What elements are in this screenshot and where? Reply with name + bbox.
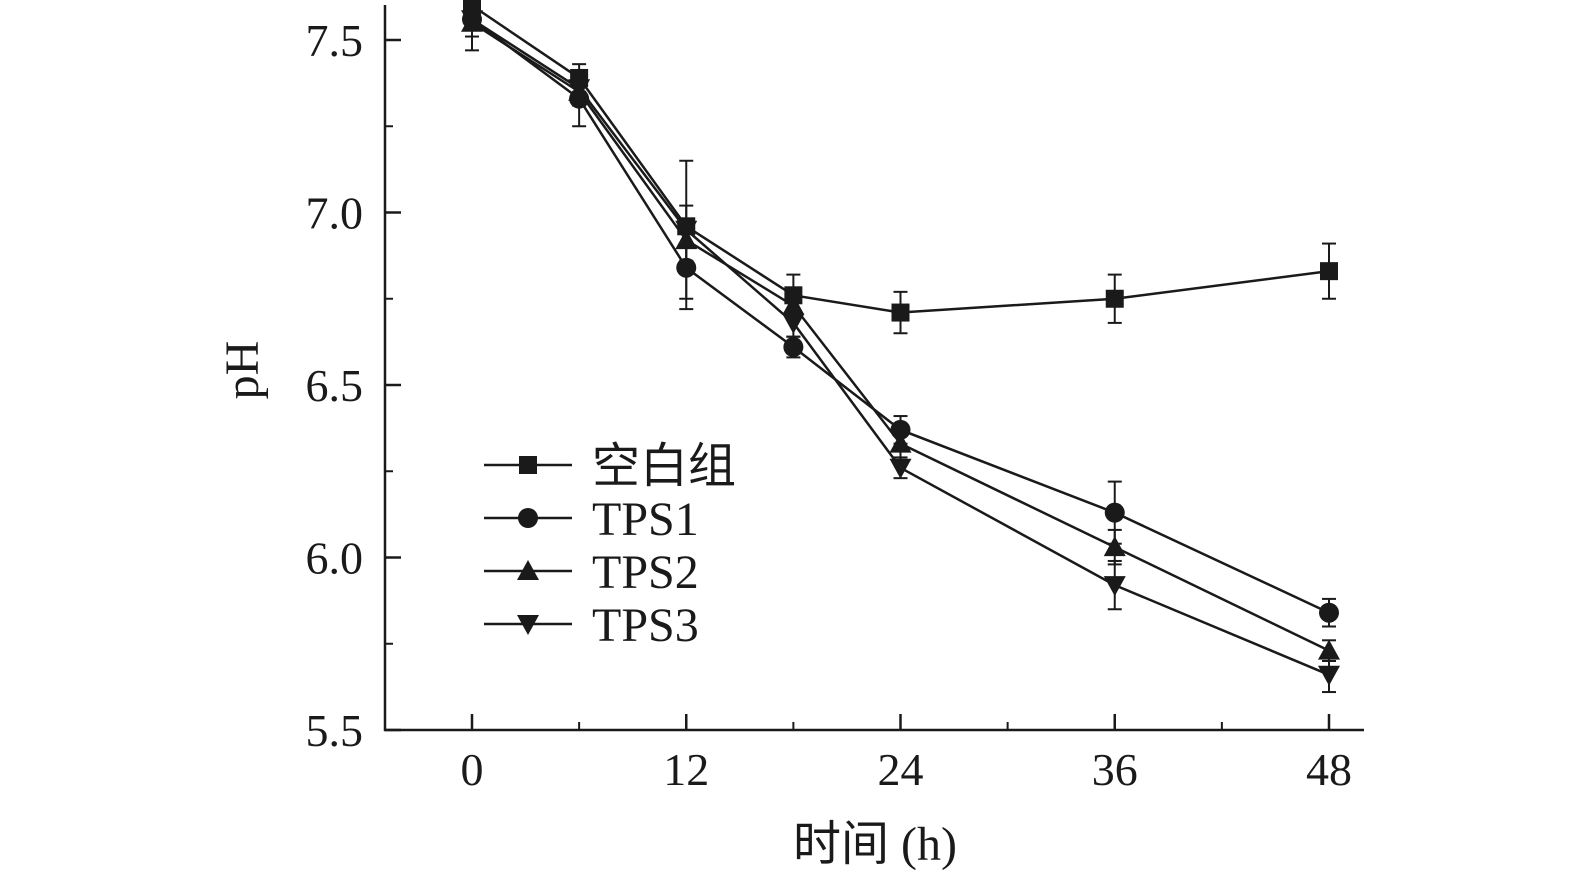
x-tick-label: 0 [461, 744, 484, 795]
data-point [1318, 665, 1340, 686]
y-axis-title: pH [216, 341, 269, 400]
x-axis-title: 时间 (h) [793, 818, 957, 871]
y-tick-label: 7.0 [306, 188, 364, 239]
data-point [783, 337, 804, 358]
x-tick-label: 36 [1092, 744, 1138, 795]
legend-label: TPS1 [592, 493, 699, 546]
legend-item: TPS1 [484, 493, 699, 546]
y-tick-label: 5.5 [306, 705, 364, 756]
data-point [889, 458, 912, 479]
legend-item: 空白组 [484, 440, 736, 493]
y-tick-label: 6.0 [306, 533, 364, 584]
data-point [1103, 576, 1126, 597]
legend-item: TPS3 [484, 599, 699, 652]
y-tick-label: 6.5 [306, 360, 364, 411]
data-point [1319, 602, 1339, 623]
legend-label: TPS2 [592, 546, 699, 599]
legend-label: TPS3 [592, 599, 699, 652]
series-空白组 [463, 0, 1338, 335]
ticks [385, 38, 1331, 732]
legend-label: 空白组 [592, 440, 736, 493]
y-tick-label: 7.5 [306, 15, 364, 66]
series-TPS3 [461, 7, 1340, 694]
data-point [1105, 289, 1124, 308]
data-point [568, 79, 591, 100]
data-point [675, 220, 698, 241]
legend-marker [518, 508, 538, 528]
legend-item: TPS2 [484, 546, 699, 599]
data-point [1103, 536, 1126, 557]
data-point [891, 303, 910, 322]
x-tick-label: 24 [878, 744, 924, 795]
legend-marker [517, 560, 539, 580]
data-point [1320, 262, 1338, 281]
tick-labels: 0 12 24 36 48 5.5 6.0 6.5 7.0 7.5 [306, 15, 1353, 795]
legend-marker [517, 615, 539, 635]
data-point [1104, 502, 1125, 523]
data-point [1318, 639, 1340, 660]
series-line [471, 4, 1330, 314]
legend-marker [519, 456, 537, 474]
x-tick-label: 12 [663, 744, 709, 795]
series-layer [461, 0, 1340, 694]
data-point [782, 313, 805, 334]
x-tick-label: 48 [1306, 744, 1352, 795]
data-point [461, 10, 483, 31]
data-point [889, 432, 912, 453]
